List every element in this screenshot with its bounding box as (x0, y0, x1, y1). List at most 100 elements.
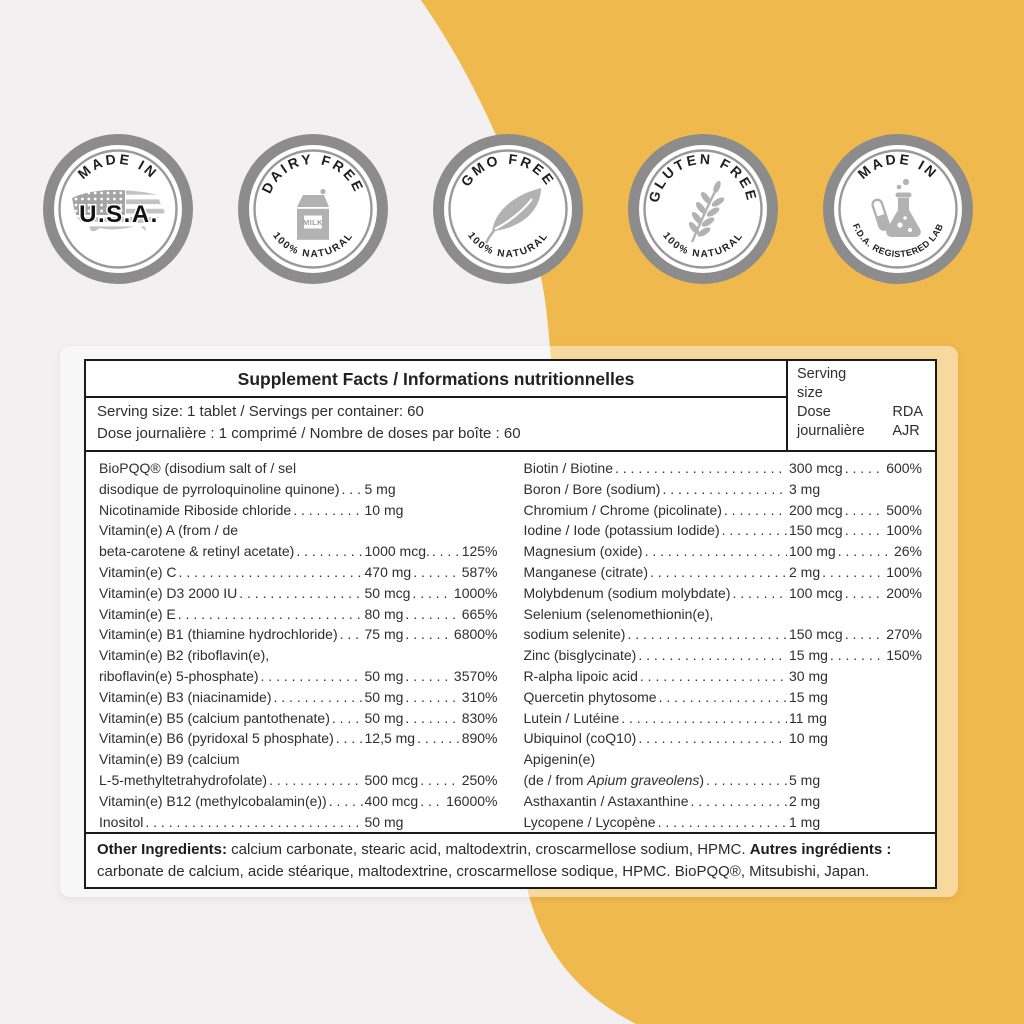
ingredient-name-wrap: Selenium (selenomethionin(e), (523, 605, 714, 622)
ingredient-row: Vitamin(e) B5 (calcium pantothenate) 50 … (99, 708, 498, 729)
other-ingredients-label-en: Other Ingredients: (97, 841, 228, 859)
ingredient-table: BioPQQ® (disodium salt of / sel disodiqu… (86, 452, 935, 832)
ingredient-percent: 100% (886, 522, 922, 539)
badge-gmo-free: GMO FREE 100% NATURAL (432, 133, 584, 285)
ingredient-amount: 470 mg (364, 563, 412, 580)
dot-leader (662, 479, 787, 500)
ingredient-amount: 11 mg (789, 709, 827, 726)
other-ingredients: Other Ingredients: calcium carbonate, st… (86, 832, 935, 889)
ingredient-name: Vitamin(e) D3 2000 IU (99, 584, 238, 601)
dot-leader (420, 791, 444, 812)
ingredient-amount: 10 mg (364, 501, 404, 518)
usa-map-icon: U.S.A. (72, 190, 165, 233)
dot-leader (722, 520, 787, 541)
ingredient-row: Vitamin(e) B2 (riboflavin(e), riboflavin… (99, 645, 498, 687)
ingredient-name: Vitamin(e) B6 (pyridoxal 5 phosphate) (99, 730, 334, 747)
badge-gmo-free-graphic: GMO FREE 100% NATURAL (433, 134, 583, 284)
dot-leader (691, 791, 788, 812)
ingredient-row: Apigenin(e) (de / from Apium graveolens)… (524, 749, 923, 791)
serving-info: Serving size: 1 tablet / Servings per co… (86, 398, 786, 450)
ingredient-name: Manganese (citrate) (523, 563, 649, 580)
ingredient-name: Ubiquinol (coQ10) (523, 730, 637, 747)
dot-leader (650, 562, 787, 583)
ingredient-row: Quercetin phytosome 15 mg (524, 687, 923, 708)
ingredient-name-wrap: Vitamin(e) B2 (riboflavin(e), (99, 647, 270, 664)
dot-leader (178, 604, 363, 625)
ingredient-amount: 500 mcg (364, 771, 419, 788)
ingredient-row: Inositol 50 mg (99, 812, 498, 833)
ingredient-row: Boron / Bore (sodium) 3 mg (524, 479, 923, 500)
ingredient-amount: 200 mcg (789, 501, 843, 518)
ingredient-name: Molybdenum (sodium molybdate) (523, 584, 731, 601)
ingredient-name-wrap: BioPQQ® (disodium salt of / sel (99, 460, 297, 476)
dot-leader (845, 520, 884, 541)
ingredient-amount: 80 mg (364, 605, 404, 622)
ingredient-name: Inositol (99, 813, 144, 830)
other-ingredients-text-fr: carbonate de calcium, acide stéarique, m… (97, 862, 870, 880)
ingredient-percent: 125% (461, 543, 498, 560)
ingredient-name: R-alpha lipoic acid (523, 667, 638, 684)
ingredient-amount: 150 mcg (789, 626, 843, 643)
badge-dairy-free-graphic: DAIRY FREE 100% NATURAL MILK (238, 134, 388, 284)
dot-leader (405, 687, 459, 708)
ingredient-name: Biotin / Biotine (523, 460, 614, 476)
ingredient-name: Vitamin(e) B5 (calcium pantothenate) (99, 709, 330, 726)
milk-carton-icon: MILK (297, 188, 329, 240)
dot-leader (417, 728, 460, 749)
ingredient-amount: 50 mcg (364, 584, 411, 601)
ingredient-row: Vitamin(e) B9 (calcium L-5-methyltetrahy… (99, 749, 498, 791)
dot-leader (830, 645, 884, 666)
ingredient-row: Vitamin(e) B1 (thiamine hydrochloride) 7… (99, 624, 498, 645)
ingredient-row: Asthaxantin / Astaxanthine 2 mg (524, 791, 923, 812)
leaf-icon (484, 188, 541, 244)
dot-leader (645, 541, 787, 562)
dot-leader (261, 666, 363, 687)
dot-leader (340, 624, 363, 645)
dot-leader (273, 687, 362, 708)
ingredient-row: Vitamin(e) E 80 mg 665% (99, 604, 498, 625)
dot-leader (405, 624, 451, 645)
ingredient-percent: 600% (886, 460, 922, 476)
dot-leader (640, 666, 787, 687)
facts-header: Supplement Facts / Informations nutritio… (86, 361, 935, 452)
col-header-rda: RDA (892, 404, 923, 420)
ingredient-name-wrap: Vitamin(e) A (from / de (99, 522, 239, 539)
ingredient-amount: 1 mg (789, 813, 821, 830)
dot-leader (329, 791, 363, 812)
dot-leader (239, 583, 362, 604)
flask-icon (871, 178, 921, 237)
ingredient-name: beta-carotene & retinyl acetate) (99, 543, 295, 560)
ingredient-name: Lycopene / Lycopène (523, 813, 656, 830)
ingredient-row: Vitamin(e) B12 (methylcobalamin(e)) 400 … (99, 791, 498, 812)
dot-leader (658, 812, 787, 833)
ingredient-amount: 12,5 mg (364, 730, 416, 747)
ingredient-percent: 3570% (453, 667, 498, 684)
dot-leader (432, 541, 460, 562)
other-ingredients-text-en: calcium carbonate, stearic acid, maltode… (227, 841, 750, 859)
svg-text:MILK: MILK (303, 218, 323, 227)
other-ingredients-label-fr: Autres ingrédients : (749, 841, 892, 859)
dot-leader (838, 541, 892, 562)
dot-leader (724, 500, 787, 521)
ingredient-row: BioPQQ® (disodium salt of / sel disodiqu… (99, 458, 498, 500)
dot-leader (845, 500, 884, 521)
ingredient-row: Selenium (selenomethionin(e), sodium sel… (524, 604, 923, 646)
dot-leader (638, 728, 787, 749)
serving-line-fr: Dose journalière : 1 comprimé / Nombre d… (97, 425, 521, 442)
col-header-journaliere: journalière (797, 423, 865, 439)
ingredient-row: Zinc (bisglycinate) 15 mg 150% (524, 645, 923, 666)
dot-leader (621, 708, 787, 729)
badge-fda-lab: MADE IN F.D.A. REGISTERED LAB (822, 133, 974, 285)
ingredient-name: sodium selenite) (523, 626, 626, 643)
ingredient-row: Biotin / Biotine 300 mcg 600% (524, 458, 923, 479)
dot-leader (615, 458, 787, 479)
ingredient-name-wrap: Vitamin(e) B9 (calcium (99, 751, 240, 768)
badge-dairy-free: DAIRY FREE 100% NATURAL MILK (237, 133, 389, 285)
ingredient-percent: 500% (886, 501, 922, 518)
dot-leader (342, 479, 363, 500)
ingredient-percent: 150% (886, 647, 922, 664)
ingredient-row: Chromium / Chrome (picolinate) 200 mcg 50… (524, 500, 923, 521)
ingredient-row: Vitamin(e) B3 (niacinamide) 50 mg 310% (99, 687, 498, 708)
dot-leader (413, 562, 459, 583)
